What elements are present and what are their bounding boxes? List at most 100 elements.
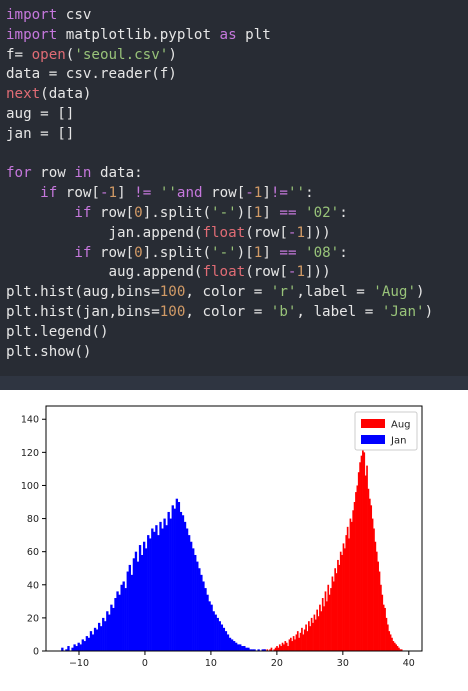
code-line[interactable]: import csv [6,6,468,26]
histogram-bar-aug [301,627,303,651]
code-token: 'Jan' [381,303,425,320]
y-tick-label: 0 [33,647,39,658]
code-cell[interactable]: import csv import matplotlib.pyplot as pl… [0,0,468,376]
y-tick-label: 80 [27,514,39,525]
histogram-bar-jan [220,624,224,651]
code-token: - [245,185,254,202]
histogram-bar-jan [222,627,226,651]
output-cell: −10 0 10 20 30 40 0 20 40 60 80 100 120 140 Aug Jan [0,376,468,691]
y-tick-label: 140 [21,415,39,426]
histogram-bar-jan [157,535,160,651]
code-token: f= [6,46,32,63]
histogram-bar-aug [366,465,368,651]
histogram-bar-aug [317,616,320,651]
histogram-bar-aug [355,492,357,651]
histogram-bar-jan [214,614,217,651]
histogram-bar-jan [198,568,201,651]
histogram-bar-jan [122,581,125,651]
code-line[interactable]: plt.legend() [6,323,468,343]
code-token: row[ [57,185,100,202]
histogram-bar-jan [61,647,64,651]
histogram-bar-aug [299,632,302,651]
code-line[interactable]: for row in data: [6,164,468,184]
code-token: jan.append( [6,224,203,241]
histogram-bar-aug [373,528,375,651]
histogram-bar-jan [175,498,179,651]
histogram-bar-jan [128,564,131,651]
code-line[interactable]: aug.append(float(row[-1])) [6,263,468,283]
legend-swatch-jan [361,435,385,444]
code-line[interactable]: data = csv.reader(f) [6,65,468,85]
code-line[interactable]: jan = [] [6,125,468,145]
code-token: - [287,264,297,281]
histogram-bar-aug [371,518,374,651]
code-token: row[ [91,204,135,221]
code-token: (row[ [245,224,288,241]
code-line[interactable]: f= open('seoul.csv') [6,46,468,66]
histogram-bar-aug [326,601,328,651]
histogram-bar-aug [357,472,360,651]
histogram-bar-aug [316,609,319,651]
histogram-bar-aug [312,622,314,651]
code-line[interactable]: next(data) [6,85,468,105]
histogram-bar-aug [338,564,341,651]
histogram-bar-jan [228,637,232,651]
histogram-bar-aug [281,642,284,651]
code-line[interactable]: if row[0].split('-')[1] == '08': [6,244,468,264]
histogram-bar-jan [224,631,228,651]
code-token: import [6,26,58,43]
histogram-bar-jan [239,644,242,651]
code-line[interactable]: plt.hist(jan,bins=100, color = 'b', labe… [6,303,468,323]
histogram-bar-jan [212,611,215,651]
histogram-figure: −10 0 10 20 30 40 0 20 40 60 80 100 120 140 Aug Jan [0,376,468,691]
histogram-bar-aug [283,644,285,651]
histogram-bar-aug [398,647,400,651]
code-token: '-' [211,204,237,221]
code-token: float [202,224,246,241]
code-token: 0 [134,244,143,261]
code-line[interactable]: import matplotlib.pyplot as plt [6,26,468,46]
code-line[interactable]: aug = [] [6,105,468,125]
histogram-bar-aug [266,649,269,651]
histogram-bar-aug [395,644,397,651]
code-token: , color = [185,284,271,301]
code-token: '-' [211,244,237,261]
code-line[interactable]: if row[0].split('-')[1] == '02': [6,204,468,224]
code-token: 100 [159,284,186,301]
histogram-bar-jan [116,591,119,651]
code-line[interactable] [6,145,468,165]
histogram-bar-aug [386,624,389,651]
histogram-bar-aug [327,584,330,651]
code-line[interactable]: jan.append(float(row[-1])) [6,224,468,244]
histogram-bar-aug [392,641,395,651]
histogram-bar-jan [91,634,95,651]
code-token: ] [262,244,280,261]
histogram-bar-jan [106,611,109,651]
code-token: , color = [185,303,271,320]
code-line[interactable]: plt.show() [6,343,468,363]
histogram-bar-jan [251,649,254,651]
code-token: row [31,165,75,182]
code-line[interactable]: plt.hist(aug,bins=100, color = 'r',label… [6,283,468,303]
histogram-bar-aug [389,634,392,651]
histogram-bar-jan [85,636,89,651]
code-token: : [339,244,348,261]
histogram-bar-jan [67,646,70,651]
code-token: 'r' [270,284,297,301]
code-line[interactable]: if row[-1] != ''and row[-1]!='': [6,184,468,204]
histogram-bar-aug [349,518,352,651]
code-token: 100 [159,303,186,320]
code-token: (row[ [245,264,288,281]
histogram-bar-jan [153,531,156,651]
histogram-bar-aug [352,510,355,651]
histogram-bar-aug [324,591,327,651]
code-token: ].split( [142,204,212,221]
code-token: ) [416,284,425,301]
histogram-bar-jan [234,642,238,651]
code-token: ) [168,46,177,63]
histogram-bar-jan [81,639,84,651]
histogram-bar-jan [183,521,187,651]
histogram-bar-aug [277,647,280,651]
code-token: : [305,185,314,202]
histogram-bar-jan [179,511,183,651]
